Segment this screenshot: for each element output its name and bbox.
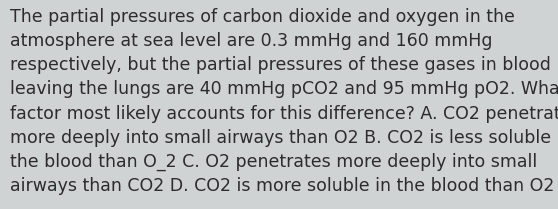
Text: airways than CO2 D. CO2 is more soluble in the blood than O2: airways than CO2 D. CO2 is more soluble … <box>10 177 555 195</box>
Text: the blood than O_2 C. O2 penetrates more deeply into small: the blood than O_2 C. O2 penetrates more… <box>10 153 537 171</box>
Text: respectively, but the partial pressures of these gases in blood: respectively, but the partial pressures … <box>10 56 551 74</box>
Text: more deeply into small airways than O2 B. CO2 is less soluble in: more deeply into small airways than O2 B… <box>10 129 558 147</box>
Text: factor most likely accounts for this difference? A. CO2 penetrates: factor most likely accounts for this dif… <box>10 104 558 122</box>
Text: atmosphere at sea level are 0.3 mmHg and 160 mmHg: atmosphere at sea level are 0.3 mmHg and… <box>10 32 493 50</box>
Text: leaving the lungs are 40 mmHg pCO2 and 95 mmHg pO2. What: leaving the lungs are 40 mmHg pCO2 and 9… <box>10 80 558 98</box>
Text: The partial pressures of carbon dioxide and oxygen in the: The partial pressures of carbon dioxide … <box>10 8 515 26</box>
